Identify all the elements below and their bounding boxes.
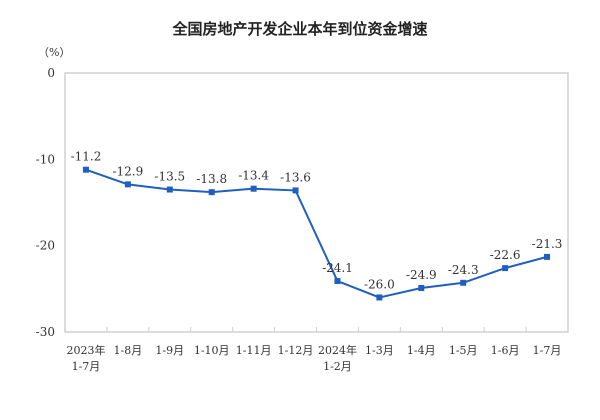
- y-axis-unit: （%）: [38, 46, 71, 59]
- plot-frame: [64, 72, 569, 333]
- data-point: [418, 284, 425, 291]
- data-label: -24.1: [322, 261, 353, 275]
- y-tick-label: -20: [36, 239, 55, 253]
- x-tick-label: 1-4月: [407, 344, 436, 357]
- data-label: -12.9: [112, 164, 143, 178]
- data-label: -24.3: [448, 263, 479, 277]
- data-label: -21.3: [532, 237, 563, 251]
- data-label: -13.8: [196, 172, 227, 186]
- series-line: [85, 168, 548, 299]
- data-point: [124, 181, 131, 188]
- x-tick-label: 1-2月: [323, 360, 352, 373]
- data-point: [208, 189, 215, 196]
- y-tick-label: -30: [36, 325, 55, 339]
- x-tick-label: 1-8月: [114, 344, 143, 357]
- data-label: -13.6: [280, 170, 311, 184]
- data-point: [502, 265, 509, 272]
- data-point: [544, 253, 551, 260]
- x-tick-label: 1-10月: [194, 344, 230, 357]
- x-tick-label: 1-5月: [449, 344, 478, 357]
- x-tick-label: 1-6月: [491, 344, 520, 357]
- x-tick-label: 1-3月: [365, 344, 394, 357]
- data-point: [292, 187, 299, 194]
- y-tick-label: 0: [47, 66, 55, 80]
- x-tick-label: 1-7月: [533, 344, 562, 357]
- data-point: [250, 185, 257, 192]
- x-tick-label: 1-9月: [155, 344, 184, 357]
- data-label: -24.9: [406, 268, 437, 282]
- data-label: -22.6: [490, 248, 521, 262]
- data-point: [460, 279, 467, 286]
- data-point: [166, 186, 173, 193]
- x-tick-label: 2024年: [318, 343, 357, 357]
- chart-title: 全国房地产开发企业本年到位资金增速: [172, 20, 428, 38]
- data-point: [376, 294, 383, 301]
- data-label: -13.5: [154, 170, 185, 184]
- x-tick-label: 1-7月: [72, 360, 101, 373]
- y-tick-label: -10: [36, 152, 55, 166]
- x-tick-label: 1-11月: [236, 344, 272, 357]
- x-tick-label: 1-12月: [278, 344, 314, 357]
- data-point: [82, 166, 89, 173]
- x-tick-label: 2023年: [66, 343, 105, 357]
- data-label: -11.2: [71, 150, 102, 164]
- data-point: [334, 278, 341, 285]
- data-label: -26.0: [364, 277, 395, 291]
- data-label: -13.4: [238, 169, 269, 183]
